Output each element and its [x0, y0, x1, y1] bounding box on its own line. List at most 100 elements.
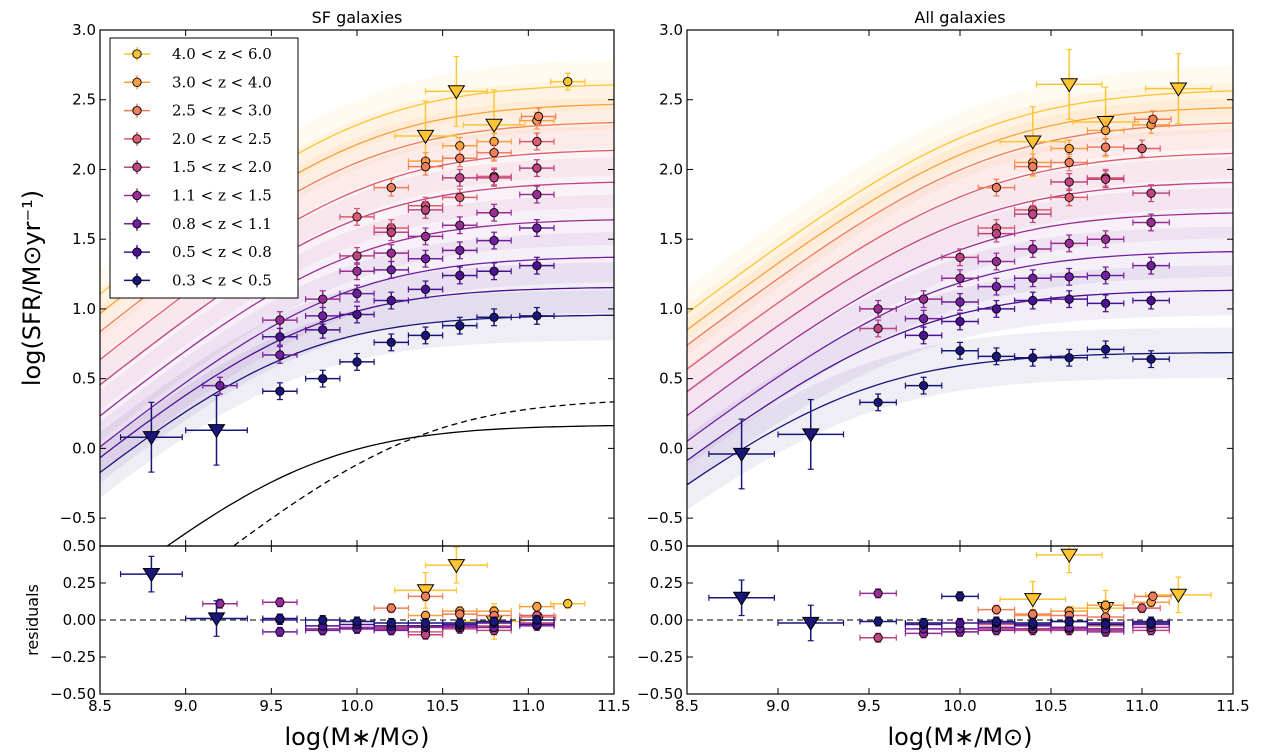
- legend-marker: [132, 105, 142, 116]
- fit-band-0: [100, 59, 614, 320]
- data-point: [977, 224, 1016, 243]
- fit-band-2: [100, 97, 614, 357]
- data-point: [519, 256, 555, 275]
- legend-item: 2.5 < z < 3.0: [124, 102, 272, 120]
- circle-marker: [1148, 114, 1158, 124]
- circle-marker: [420, 330, 431, 341]
- data-point: [1086, 619, 1125, 630]
- circle-marker: [318, 373, 328, 384]
- data-point: [339, 352, 375, 371]
- legend-item: 2.0 < z < 2.5: [124, 130, 272, 148]
- triangle-marker: [1169, 82, 1188, 97]
- x-tick-label: 8.5: [88, 697, 112, 715]
- data-point: [373, 178, 409, 197]
- data-point: [519, 601, 555, 612]
- data-point: [339, 207, 375, 226]
- x-tick-label: 11.0: [1125, 697, 1158, 715]
- plot-area: [687, 48, 1233, 510]
- data-point: [1132, 617, 1170, 629]
- circle-marker: [352, 251, 362, 261]
- y-tick-label: 3.0: [72, 21, 96, 39]
- data-point: [262, 613, 298, 624]
- data-point: [904, 376, 943, 395]
- circle-marker: [532, 136, 542, 147]
- data-point: [1134, 591, 1172, 602]
- y-tick-label: 0.50: [650, 537, 683, 555]
- data-point: [373, 291, 409, 310]
- circle-marker: [420, 231, 431, 242]
- circle-marker: [1028, 295, 1038, 306]
- data-point: [442, 216, 478, 235]
- circle-marker: [991, 604, 1002, 615]
- data-point: [407, 280, 444, 299]
- circle-marker: [275, 613, 285, 624]
- circle-marker: [352, 212, 362, 222]
- y-tick-label: −0.5: [647, 509, 683, 527]
- data-point: [519, 159, 555, 178]
- circle-marker: [1028, 162, 1038, 172]
- data-point: [941, 312, 979, 331]
- circle-marker: [489, 235, 499, 246]
- data-point: [119, 555, 183, 593]
- circle-marker: [489, 148, 499, 158]
- circle-marker: [991, 228, 1002, 239]
- data-point: [407, 200, 444, 219]
- data-point: [1086, 340, 1125, 359]
- data-point: [339, 305, 375, 324]
- circle-marker: [532, 223, 542, 233]
- circle-marker: [275, 386, 285, 396]
- circle-marker: [955, 297, 965, 307]
- circle-marker: [1064, 616, 1074, 627]
- circle-marker: [386, 265, 396, 275]
- circle-marker: [1064, 192, 1074, 203]
- data-point: [941, 591, 979, 602]
- circle-marker: [955, 618, 965, 628]
- circle-marker: [318, 311, 328, 321]
- data-point: [305, 290, 341, 309]
- circle-marker: [991, 256, 1002, 267]
- legend-label: 0.5 < z < 0.8: [172, 243, 272, 261]
- circle-marker: [873, 304, 883, 314]
- data-point: [476, 308, 512, 327]
- fit-curve-3: [687, 152, 1233, 370]
- y-tick-label: 0.00: [63, 611, 96, 629]
- circle-marker: [1064, 157, 1074, 168]
- circle-marker: [991, 351, 1002, 361]
- circle-marker: [918, 618, 929, 628]
- circle-marker: [918, 294, 929, 304]
- data-point: [373, 333, 409, 352]
- data-point: [977, 299, 1016, 318]
- fit-band-8: [687, 327, 1233, 510]
- y-tick-label: 0.0: [72, 439, 96, 457]
- circle-marker: [386, 618, 396, 628]
- circle-marker: [489, 266, 499, 276]
- data-point: [1086, 294, 1125, 313]
- data-point: [407, 591, 444, 602]
- data-point: [859, 588, 897, 599]
- circle-marker: [275, 627, 285, 637]
- data-point: [339, 284, 375, 303]
- data-point: [859, 299, 897, 318]
- data-point: [476, 616, 512, 627]
- data-point: [407, 249, 444, 268]
- data-point: [442, 316, 478, 335]
- data-point: [1013, 157, 1052, 176]
- circle-marker: [1100, 234, 1111, 244]
- triangle-marker: [142, 568, 161, 583]
- data-point: [373, 223, 409, 242]
- circle-marker: [455, 220, 465, 230]
- data-point: [904, 309, 943, 328]
- data-point: [1086, 138, 1125, 157]
- circle-marker: [1028, 273, 1038, 283]
- legend-marker: [132, 247, 142, 257]
- y-tick-label: 2.5: [659, 91, 683, 109]
- data-point: [394, 572, 457, 609]
- circle-marker: [1028, 244, 1038, 254]
- data-point: [1086, 121, 1125, 140]
- data-point: [373, 260, 409, 279]
- circle-marker: [489, 312, 499, 322]
- data-point: [476, 231, 512, 250]
- circle-marker: [1100, 270, 1111, 281]
- data-point: [476, 168, 512, 187]
- data-point: [1050, 188, 1089, 207]
